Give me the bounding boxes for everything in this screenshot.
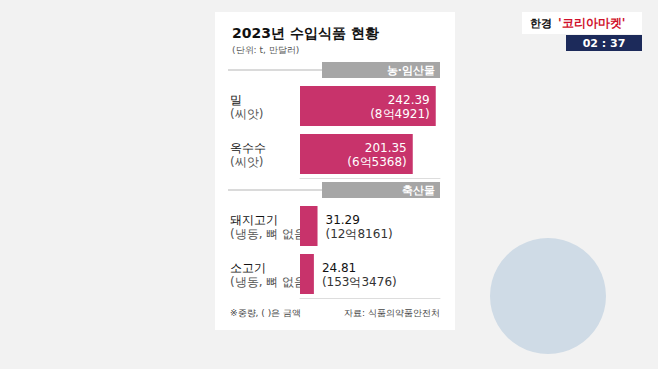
svg-text:(냉동, 뼈 없음): (냉동, 뼈 없음) bbox=[230, 275, 311, 289]
svg-text:(단위: t, 만달러): (단위: t, 만달러) bbox=[232, 45, 299, 55]
svg-text:(153억3476): (153억3476) bbox=[322, 275, 397, 289]
svg-text:2023년 수입식품 현황: 2023년 수입식품 현황 bbox=[232, 25, 379, 41]
svg-text:242.39: 242.39 bbox=[388, 93, 430, 107]
svg-text:'코리아마켓': '코리아마켓' bbox=[558, 16, 625, 30]
svg-text:(냉동, 뼈 없음): (냉동, 뼈 없음) bbox=[230, 227, 311, 241]
svg-text:24.81: 24.81 bbox=[322, 261, 356, 275]
svg-text:(6억5368): (6억5368) bbox=[347, 155, 407, 169]
svg-text:(씨앗): (씨앗) bbox=[230, 155, 263, 169]
svg-text:밀: 밀 bbox=[230, 93, 242, 107]
svg-text:※중량, ( )은 금액: ※중량, ( )은 금액 bbox=[230, 308, 301, 318]
svg-text:농·임산물: 농·임산물 bbox=[387, 64, 435, 77]
svg-text:옥수수: 옥수수 bbox=[230, 141, 266, 155]
svg-text:02 : 37: 02 : 37 bbox=[583, 37, 626, 50]
svg-text:한경: 한경 bbox=[530, 17, 552, 30]
svg-text:(씨앗): (씨앗) bbox=[230, 107, 263, 121]
svg-text:201.35: 201.35 bbox=[365, 141, 407, 155]
svg-text:축산물: 축산물 bbox=[402, 184, 435, 197]
svg-text:(12억8161): (12억8161) bbox=[326, 227, 393, 241]
svg-text:(8억4921): (8억4921) bbox=[370, 107, 430, 121]
svg-text:자료: 식품의약품안전처: 자료: 식품의약품안전처 bbox=[344, 308, 440, 318]
svg-text:돼지고기: 돼지고기 bbox=[230, 213, 278, 227]
svg-text:31.29: 31.29 bbox=[326, 213, 360, 227]
svg-text:소고기: 소고기 bbox=[230, 261, 266, 275]
